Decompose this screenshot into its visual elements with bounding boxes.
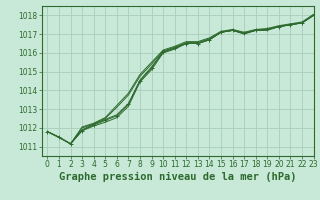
X-axis label: Graphe pression niveau de la mer (hPa): Graphe pression niveau de la mer (hPa) (59, 172, 296, 182)
